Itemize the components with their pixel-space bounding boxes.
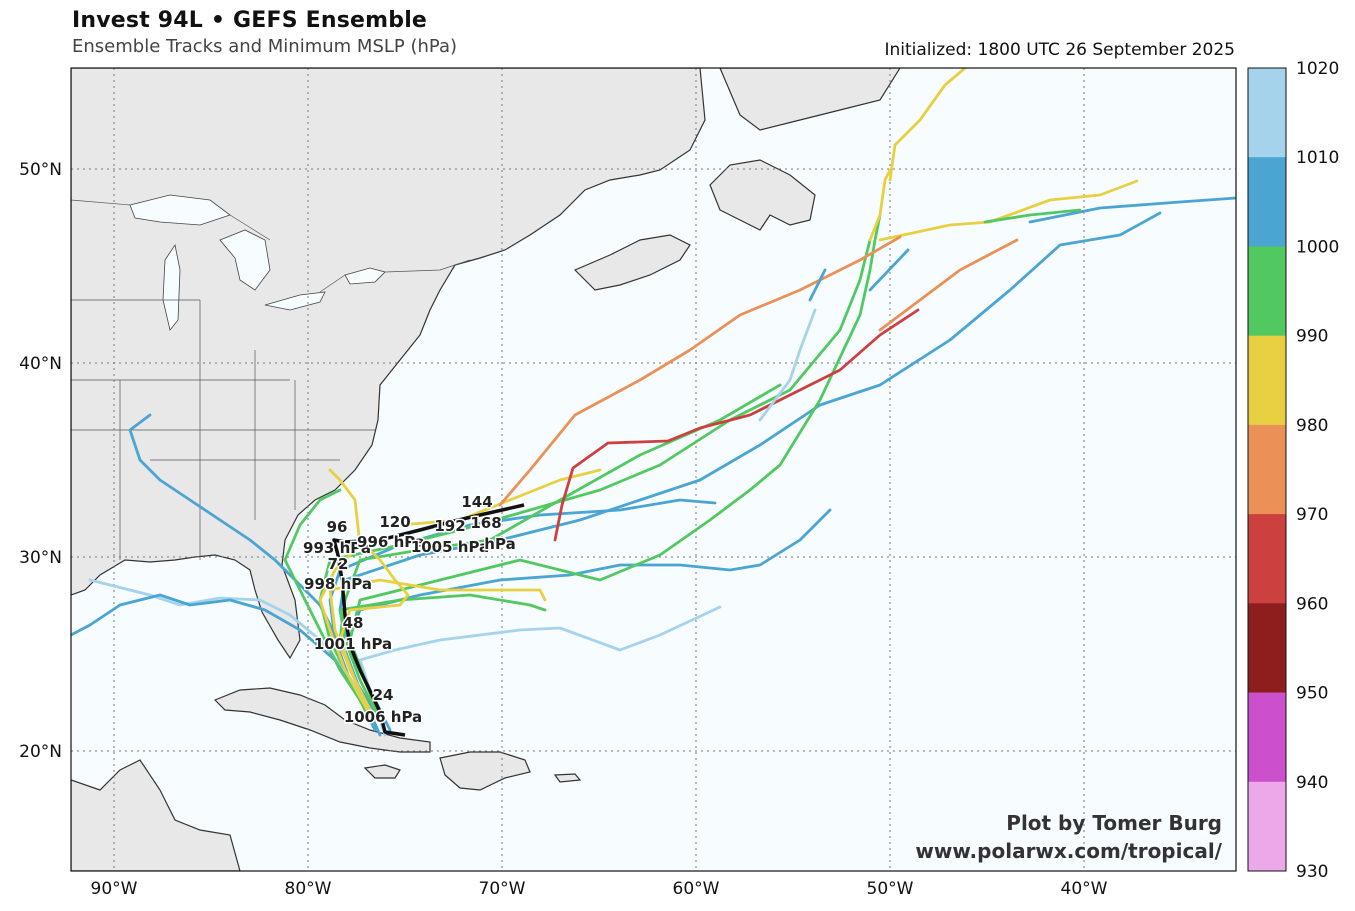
lat-label: 50°N — [19, 160, 62, 180]
lat-label: 20°N — [19, 742, 62, 762]
colorbar-bin — [1248, 692, 1286, 783]
track-yellow — [318, 468, 372, 717]
track-hour-label: 192 — [434, 517, 465, 535]
lat-label: 40°N — [19, 354, 62, 374]
track-blue — [868, 248, 910, 292]
lat-axis: 50°N 40°N 30°N 20°N — [19, 160, 62, 762]
colorbar-bin — [1248, 424, 1286, 515]
colorbar-bin — [1248, 68, 1286, 158]
colorbar-tick-label: 960 — [1296, 594, 1328, 614]
track-green — [283, 488, 372, 717]
colorbar-tick-label: 950 — [1296, 684, 1328, 704]
colorbar-bin — [1248, 246, 1286, 337]
borders — [71, 199, 471, 560]
colorbar-tick-label: 990 — [1296, 327, 1328, 347]
track-green — [318, 238, 872, 722]
track-light-blue — [358, 605, 722, 737]
track-orange — [498, 235, 902, 507]
lon-label: 60°W — [673, 879, 720, 899]
lon-axis: 90°W 80°W 70°W 60°W 50°W 40°W — [91, 879, 1108, 899]
track-pressure-label: 1001 hPa — [314, 635, 392, 653]
colorbar-tick-label: 930 — [1296, 862, 1328, 882]
track-blue — [808, 268, 827, 302]
lat-label: 30°N — [19, 548, 62, 568]
track-green — [338, 593, 547, 722]
track-pressure-label: 1006 hPa — [344, 708, 422, 726]
track-green — [983, 208, 1082, 224]
lon-label: 70°W — [479, 879, 526, 899]
track-light-blue — [758, 308, 817, 422]
track-pressure-label: hPa — [484, 535, 515, 553]
lon-label: 80°W — [285, 879, 332, 899]
track-hour-label: 72 — [328, 555, 349, 573]
chart-title: Invest 94L • GEFS Ensemble — [72, 8, 428, 33]
track-yellow — [398, 468, 602, 527]
lon-label: 90°W — [91, 879, 138, 899]
colorbar-bin — [1248, 335, 1286, 426]
track-hour-label: 48 — [343, 614, 364, 632]
track-yellow — [888, 68, 967, 182]
colorbar-bin — [1248, 781, 1286, 872]
track-yellow — [878, 179, 1139, 242]
track-yellow — [868, 168, 892, 242]
track-hour-label: 24 — [373, 686, 394, 704]
track-hour-label: 144 — [461, 493, 492, 511]
init-time: Initialized: 1800 UTC 26 September 2025 — [884, 40, 1235, 60]
mean-track — [332, 503, 525, 737]
colorbar-bin — [1248, 514, 1286, 604]
map-frame — [70, 67, 1237, 872]
track-red — [553, 308, 920, 542]
track-blue — [1028, 196, 1236, 224]
lon-label: 40°W — [1061, 879, 1108, 899]
ensemble-tracks — [71, 68, 1236, 737]
track-pressure-label: 1005 hPa — [411, 538, 489, 556]
track-pressure-label: 993 hPa — [303, 539, 371, 557]
track-hour-label: 168 — [470, 514, 501, 532]
track-pressure-label: 996 hPa — [357, 533, 425, 551]
colorbar-frame — [1247, 67, 1287, 872]
track-pressure-label: 998 hPa — [304, 575, 372, 593]
track-blue — [71, 593, 362, 702]
track-hour-label: 96 — [327, 518, 348, 536]
colorbar-bin — [1248, 603, 1286, 694]
colorbar-tick-label: 940 — [1296, 773, 1328, 793]
great-lakes — [129, 194, 386, 331]
track-green — [348, 213, 882, 722]
colorbar-tick-label: 1020 — [1296, 59, 1339, 79]
colorbar-tick-label: 970 — [1296, 505, 1328, 525]
credit: Plot by Tomer Burg www.polarwx.com/tropi… — [915, 811, 1222, 863]
track-hour-label: 120 — [379, 513, 410, 531]
chart-subtitle: Ensemble Tracks and Minimum MSLP (hPa) — [72, 36, 458, 57]
mean-track-labels: 24 1006 hPa 48 1001 hPa 72 998 hPa 96 99… — [302, 492, 518, 728]
colorbar-tick-label: 1010 — [1296, 148, 1339, 168]
track-orange — [878, 238, 1019, 332]
colorbar-tick-label: 1000 — [1296, 237, 1339, 257]
colorbar: 1020 1010 1000 990 980 970 960 950 940 930 — [1247, 59, 1339, 882]
lon-label: 50°W — [867, 879, 914, 899]
colorbar-bin — [1248, 157, 1286, 247]
colorbar-tick-label: 980 — [1296, 416, 1328, 436]
credit-line1: Plot by Tomer Burg — [1006, 811, 1222, 835]
track-yellow — [328, 578, 547, 712]
credit-line2: www.polarwx.com/tropical/ — [915, 839, 1222, 863]
